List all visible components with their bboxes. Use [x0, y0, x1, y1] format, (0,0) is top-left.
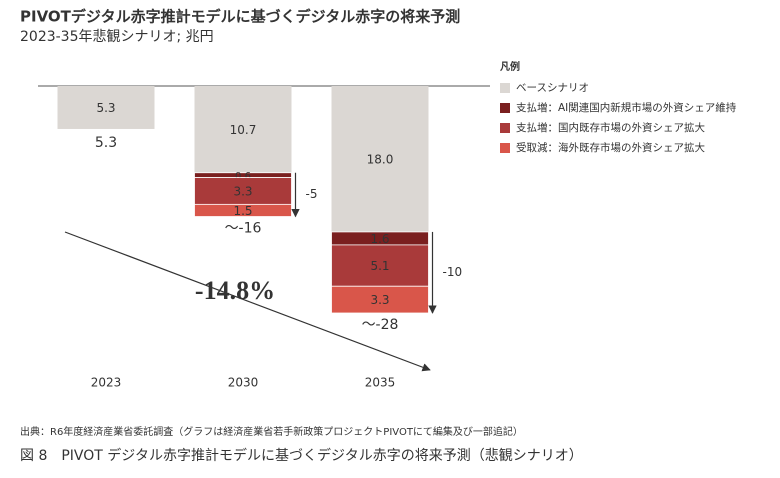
legend-label: 受取減：海外既存市場の外資シェア拡大	[516, 141, 705, 154]
bar-segment	[57, 86, 155, 129]
change-label: -5	[306, 187, 318, 201]
bar-segment	[194, 86, 292, 173]
bar-segment	[331, 285, 429, 314]
value-label: 3.3	[370, 293, 389, 307]
legend-label: 支払増：国内既存市場の外資シェア拡大	[516, 121, 705, 134]
source: 出典：R6年度経済産業省委託調査（グラフは経済産業省若手新政策プロジェクトPIV…	[20, 425, 523, 438]
chart-title: PIVOTデジタル赤字推計モデルに基づくデジタル赤字の将来予測	[20, 8, 460, 26]
bar-segment	[331, 244, 429, 287]
growth-label: -14.8%	[195, 276, 275, 305]
legend-title: 凡例	[500, 60, 520, 73]
x-tick-label: 2023	[91, 376, 122, 390]
total-label: 〜-28	[362, 317, 399, 333]
x-tick-label: 2030	[228, 376, 259, 390]
legend-swatch	[500, 143, 510, 153]
bar-segment	[331, 86, 429, 232]
caption: 図 8 PIVOT デジタル赤字推計モデルに基づくデジタル赤字の将来予測（悲観シ…	[20, 447, 583, 464]
value-label: 1.6	[370, 232, 389, 246]
value-label: 5.3	[96, 101, 115, 115]
value-label: 1.5	[233, 204, 252, 218]
change-label: -10	[443, 265, 463, 279]
chart-subtitle: 2023-35年悲観シナリオ; 兆円	[20, 28, 214, 45]
bar-segment	[194, 177, 292, 205]
legend-swatch	[500, 123, 510, 133]
legend-swatch	[500, 103, 510, 113]
total-label: 〜-16	[225, 221, 262, 237]
value-label: 10.7	[230, 123, 257, 137]
trend-arrow	[64, 231, 431, 372]
value-label: 5.1	[370, 259, 389, 273]
legend-label: 支払増：AI関連国内新規市場の外資シェア維持	[516, 101, 737, 114]
value-label: 18.0	[367, 152, 394, 166]
x-tick-label: 2035	[365, 376, 396, 390]
total-label: 5.3	[95, 135, 117, 151]
legend-label: ベースシナリオ	[516, 82, 589, 94]
value-label: 0.6	[235, 171, 251, 182]
value-label: 3.3	[233, 184, 252, 198]
legend-swatch	[500, 83, 510, 93]
